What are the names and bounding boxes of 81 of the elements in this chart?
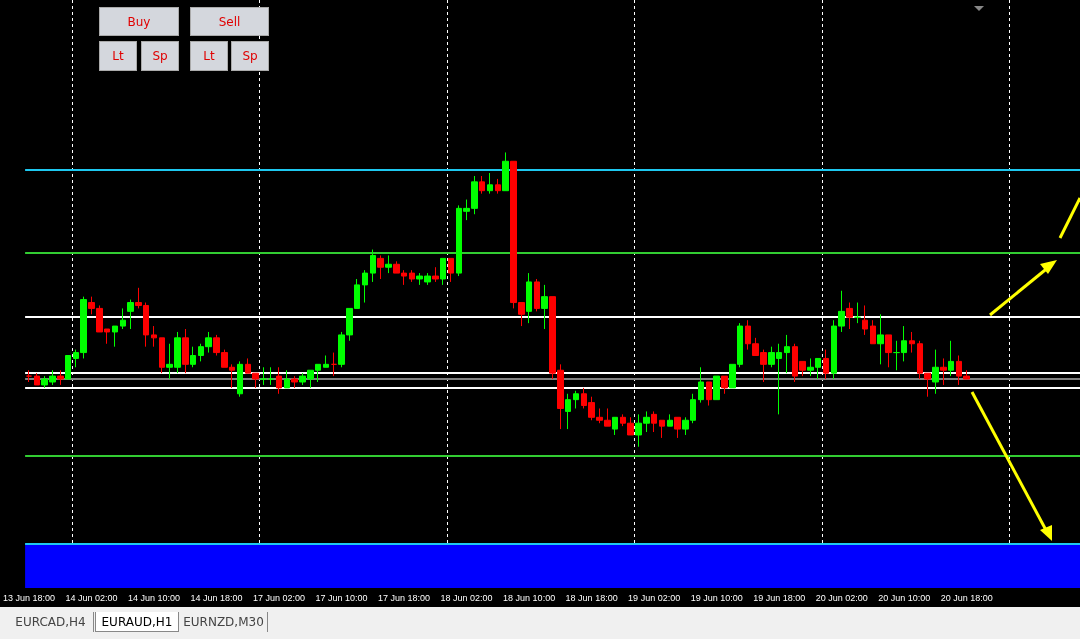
candlestick bbox=[127, 299, 134, 330]
x-tick-label: 18 Jun 18:00 bbox=[565, 592, 618, 603]
candlestick bbox=[260, 366, 267, 386]
candlestick bbox=[159, 337, 165, 374]
candlestick bbox=[573, 390, 579, 409]
x-tick-label: 17 Jun 02:00 bbox=[253, 592, 306, 603]
candlestick bbox=[323, 355, 329, 368]
x-tick-label: 19 Jun 18:00 bbox=[753, 592, 806, 603]
candlestick bbox=[385, 254, 392, 274]
text: EURNZD,M30 bbox=[180, 612, 268, 632]
candlestick bbox=[651, 410, 657, 433]
candlestick bbox=[846, 302, 853, 330]
candlestick bbox=[448, 257, 454, 283]
candlestick bbox=[479, 175, 485, 195]
x-tick-label: 14 Jun 10:00 bbox=[128, 592, 181, 603]
candlestick bbox=[940, 357, 947, 386]
candlestick bbox=[112, 325, 118, 348]
candlestick bbox=[370, 249, 376, 283]
candlestick bbox=[854, 302, 861, 324]
text: EURCAD,H4 bbox=[8, 612, 94, 632]
candlestick bbox=[57, 369, 64, 386]
candlestick bbox=[409, 269, 415, 283]
candlestick bbox=[237, 360, 243, 398]
candlestick bbox=[541, 284, 548, 330]
candlestick bbox=[276, 366, 282, 395]
candlestick bbox=[870, 319, 876, 345]
text: Lt bbox=[190, 41, 228, 71]
candlestick bbox=[948, 340, 954, 377]
x-tick-label: 18 Jun 02:00 bbox=[440, 592, 493, 603]
text: Sell bbox=[190, 7, 269, 36]
candlestick bbox=[823, 349, 829, 380]
candlestick bbox=[667, 413, 673, 427]
x-tick-label: 20 Jun 18:00 bbox=[940, 592, 993, 603]
x-tick-label: 14 Jun 02:00 bbox=[65, 592, 118, 603]
x-tick-label: 13 Jun 18:00 bbox=[2, 592, 56, 603]
candlestick bbox=[291, 375, 298, 389]
candlestick bbox=[487, 172, 493, 195]
candlestick bbox=[674, 416, 681, 439]
candlestick bbox=[526, 272, 532, 324]
candlestick bbox=[331, 352, 337, 377]
text: Lt bbox=[99, 41, 137, 71]
candlestick bbox=[659, 419, 665, 439]
candlestick bbox=[120, 307, 126, 330]
text: Sp bbox=[141, 41, 179, 71]
candlestick bbox=[502, 151, 509, 192]
candlestick bbox=[432, 266, 439, 283]
candlestick bbox=[440, 257, 446, 286]
candlestick bbox=[377, 254, 384, 280]
candlestick bbox=[26, 369, 32, 383]
x-tick-label: 17 Jun 18:00 bbox=[378, 592, 431, 603]
candlestick bbox=[190, 346, 196, 368]
candlestick bbox=[885, 334, 892, 368]
text: Sp bbox=[231, 41, 269, 71]
candlestick bbox=[565, 393, 571, 430]
candlestick bbox=[706, 381, 712, 407]
candlestick bbox=[612, 416, 618, 436]
candlestick bbox=[877, 313, 884, 365]
x-tick-label: 19 Jun 10:00 bbox=[690, 592, 743, 603]
candlestick bbox=[862, 304, 868, 336]
candlestick bbox=[721, 375, 728, 395]
candlestick bbox=[284, 369, 290, 389]
x-tick-label: 19 Jun 02:00 bbox=[628, 592, 681, 603]
candlestick bbox=[534, 278, 540, 312]
x-tick-label: 20 Jun 02:00 bbox=[815, 592, 868, 603]
candlestick bbox=[698, 366, 704, 404]
candlestick bbox=[784, 334, 790, 374]
x-tick-label: 14 Jun 18:00 bbox=[190, 592, 243, 603]
candlestick bbox=[34, 372, 40, 386]
x-tick-label: 18 Jun 10:00 bbox=[503, 592, 556, 603]
candlestick bbox=[713, 375, 720, 401]
candlestick bbox=[932, 349, 939, 395]
x-tick-label: 20 Jun 10:00 bbox=[878, 592, 931, 603]
candlestick bbox=[182, 328, 189, 374]
x-tick-label: 17 Jun 10:00 bbox=[315, 592, 368, 603]
candlestick bbox=[65, 355, 71, 380]
text: Buy bbox=[99, 7, 179, 36]
candlestick bbox=[362, 269, 368, 304]
candlestick bbox=[151, 325, 157, 348]
candlestick bbox=[495, 178, 501, 195]
candlestick bbox=[268, 366, 274, 386]
candlestick bbox=[909, 331, 915, 354]
